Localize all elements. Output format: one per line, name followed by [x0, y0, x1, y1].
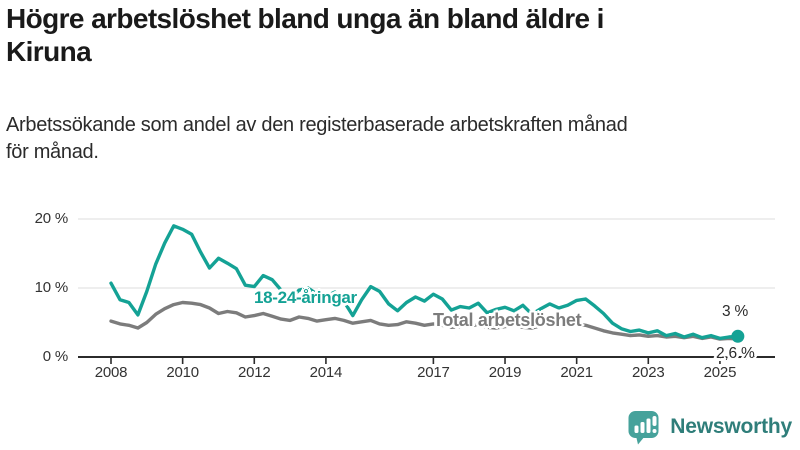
x-axis-tick-label: 2019: [488, 364, 522, 381]
page-title: Högre arbetslöshet bland unga än bland ä…: [6, 3, 604, 68]
chart-subtitle: Arbetssökande som andel av den registerb…: [6, 114, 628, 163]
series-label-total: Total arbetslöshet: [433, 310, 582, 330]
line-18-24-åringar: [109, 224, 740, 341]
line-Total arbetslöshet: [109, 300, 740, 341]
x-axis-tick-label: 2021: [560, 364, 593, 381]
x-axis-tick-label: 2008: [94, 364, 128, 381]
newsworthy-logo: Newsworthy: [627, 409, 792, 445]
end-point-marker: [731, 329, 745, 343]
end-value-label-total: 2,6 %: [716, 345, 755, 362]
y-axis-tick-label: 20 %: [34, 210, 69, 227]
series-label-youth: 18-24-åringar: [254, 288, 357, 307]
newsworthy-logo-text: Newsworthy: [670, 415, 792, 438]
end-value-label-youth: 3 %: [722, 303, 749, 320]
x-axis-tick-label: 2012: [237, 364, 271, 381]
x-axis-tick-label: 2014: [309, 364, 343, 381]
x-axis-tick-label: 2023: [632, 364, 665, 381]
x-axis-tick-label: 2025: [703, 364, 737, 381]
y-axis-tick-label: 0 %: [42, 348, 68, 365]
y-axis-tick-label: 10 %: [34, 279, 69, 296]
newsworthy-chart-bubble-icon: [628, 411, 659, 445]
x-axis-tick-label: 2010: [166, 364, 199, 381]
x-axis-tick-label: 2017: [417, 364, 450, 381]
